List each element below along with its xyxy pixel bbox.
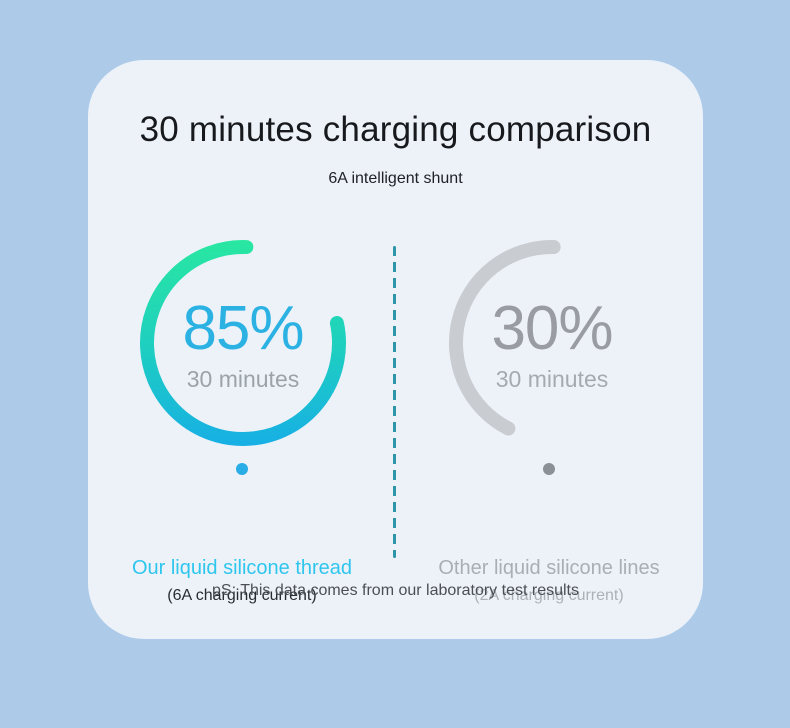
footnote: pS: This data comes from our laboratory … xyxy=(212,582,579,599)
ring-arc-other xyxy=(448,240,561,436)
series-name-other: Other liquid silicone lines xyxy=(438,557,660,579)
pointer-dot-our xyxy=(236,463,248,475)
percent-value-our: 85% xyxy=(182,294,304,363)
ring-svg-our xyxy=(140,240,346,446)
series-name-our: Our liquid silicone thread xyxy=(131,557,353,579)
page-title: 30 minutes charging comparison xyxy=(139,110,652,149)
series-detail-other: (2A charging current) xyxy=(474,587,624,604)
time-label-our: 30 minutes xyxy=(186,366,300,392)
percent-value-other: 30% xyxy=(491,294,613,363)
ring-chart-other: 30% 30 minutes xyxy=(437,228,667,458)
ring-svg-other xyxy=(448,240,561,436)
page-subtitle: 6A intelligent shunt xyxy=(328,170,463,187)
ring-arc-our xyxy=(140,240,346,446)
ring-chart-our: 85% 30 minutes xyxy=(128,228,358,458)
divider-dashed-line xyxy=(393,246,396,558)
comparison-card: 30 minutes charging comparison 6A intell… xyxy=(88,60,703,639)
series-detail-our: (6A charging current) xyxy=(167,587,317,604)
time-label-other: 30 minutes xyxy=(495,366,609,392)
pointer-dot-other xyxy=(543,463,555,475)
